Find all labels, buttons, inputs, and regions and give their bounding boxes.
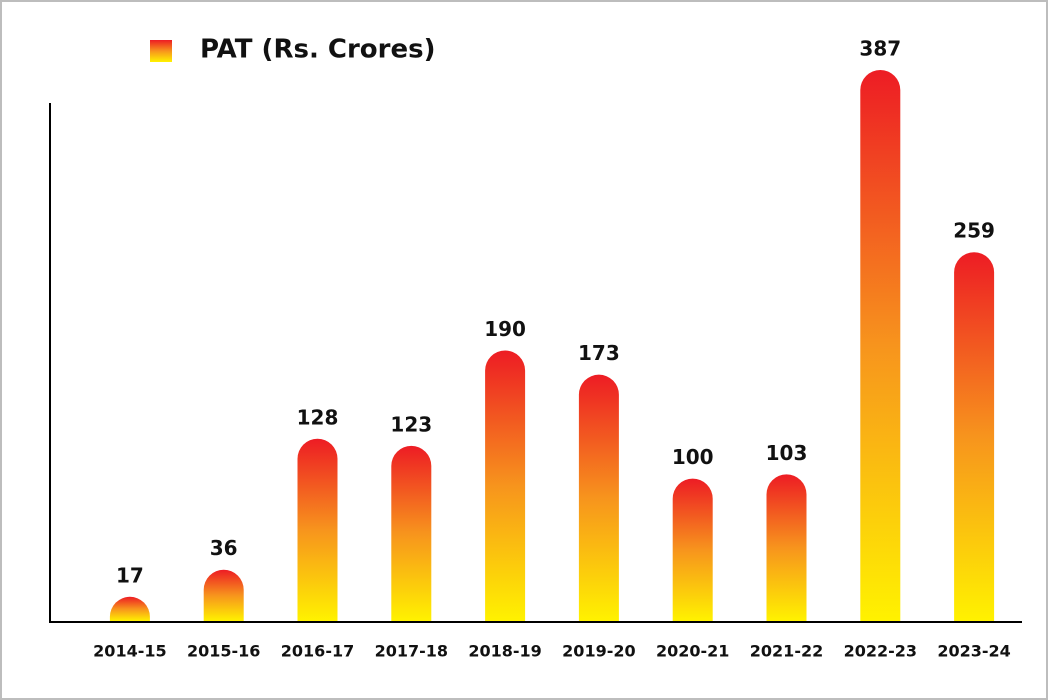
value-label: 259 — [953, 219, 995, 243]
x-tick-label: 2015-16 — [187, 642, 260, 661]
bar — [578, 374, 619, 621]
bar — [485, 350, 526, 621]
value-label: 190 — [484, 317, 526, 341]
bar — [203, 569, 244, 621]
bar — [109, 596, 150, 621]
x-tick-label: 2014-15 — [93, 642, 166, 661]
value-label: 36 — [210, 536, 238, 560]
x-tick-label: 2022-23 — [844, 642, 917, 661]
bar — [860, 70, 901, 621]
value-label: 100 — [672, 445, 714, 469]
x-tick-label: 2019-20 — [562, 642, 635, 661]
x-tick-label: 2016-17 — [281, 642, 354, 661]
bar — [766, 474, 807, 621]
value-label: 123 — [390, 412, 432, 436]
bar — [391, 445, 432, 621]
value-label: 17 — [116, 563, 144, 587]
legend-swatch — [150, 40, 172, 62]
bar — [954, 252, 995, 621]
bar — [297, 438, 338, 621]
x-tick-label: 2021-22 — [750, 642, 823, 661]
value-label: 103 — [766, 441, 808, 465]
x-tick-label: 2023-24 — [937, 642, 1010, 661]
value-label: 387 — [859, 37, 901, 61]
x-tick-label: 2020-21 — [656, 642, 729, 661]
x-tick-label: 2018-19 — [468, 642, 541, 661]
value-label: 128 — [297, 405, 339, 429]
value-label: 173 — [578, 341, 620, 365]
x-tick-label: 2017-18 — [375, 642, 448, 661]
legend-label: PAT (Rs. Crores) — [200, 35, 435, 65]
bar — [672, 478, 713, 621]
